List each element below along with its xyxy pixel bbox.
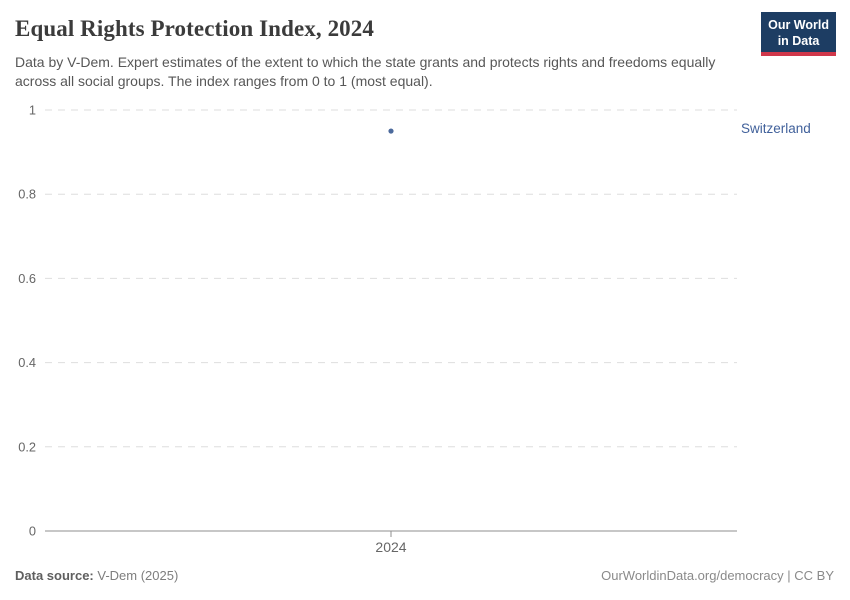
page-title: Equal Rights Protection Index, 2024 — [15, 16, 374, 41]
data-point-switzerland[interactable] — [388, 128, 394, 134]
y-tick-label: 0 — [29, 524, 36, 539]
chart-footer: Data source: V-Dem (2025) OurWorldinData… — [15, 568, 834, 583]
y-tick-label: 1 — [29, 103, 36, 118]
data-source-value: V-Dem (2025) — [93, 568, 179, 583]
y-tick-label: 0.4 — [18, 355, 36, 370]
chart-subtitle: Data by V-Dem. Expert estimates of the e… — [15, 54, 716, 90]
entity-label-switzerland[interactable]: Switzerland — [741, 121, 811, 136]
owid-logo[interactable]: Our World in Data — [761, 12, 836, 56]
owid-logo-line1: Our World — [768, 18, 829, 32]
plot-svg: 0 0.2 0.4 0.6 0.8 1 2024 — [18, 103, 737, 555]
x-tick-label: 2024 — [375, 539, 406, 555]
credit-link[interactable]: OurWorldinData.org/democracy | CC BY — [601, 568, 834, 583]
y-tick-label: 0.8 — [18, 187, 36, 202]
y-tick-label: 0.2 — [18, 439, 36, 454]
owid-logo-line2: in Data — [777, 34, 820, 48]
data-source-label: Data source: — [15, 568, 94, 583]
data-source: Data source: V-Dem (2025) — [15, 568, 178, 583]
y-tick-label: 0.6 — [18, 271, 36, 286]
